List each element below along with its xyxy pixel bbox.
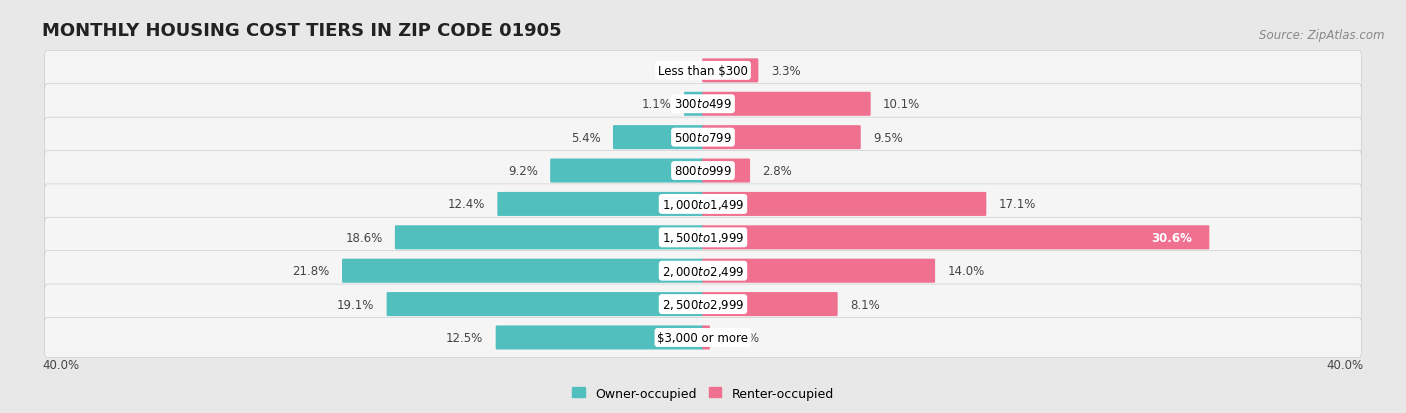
- Text: 19.1%: 19.1%: [337, 298, 374, 311]
- Text: $800 to $999: $800 to $999: [673, 165, 733, 178]
- FancyBboxPatch shape: [45, 218, 1361, 258]
- Text: 1.1%: 1.1%: [641, 98, 672, 111]
- FancyBboxPatch shape: [496, 326, 704, 350]
- FancyBboxPatch shape: [702, 192, 987, 216]
- Text: $1,500 to $1,999: $1,500 to $1,999: [662, 231, 744, 245]
- FancyBboxPatch shape: [702, 93, 870, 116]
- FancyBboxPatch shape: [45, 251, 1361, 291]
- FancyBboxPatch shape: [387, 292, 704, 316]
- FancyBboxPatch shape: [45, 318, 1361, 358]
- Text: 30.6%: 30.6%: [1152, 231, 1192, 244]
- FancyBboxPatch shape: [550, 159, 704, 183]
- Text: Less than $300: Less than $300: [658, 65, 748, 78]
- FancyBboxPatch shape: [702, 159, 749, 183]
- FancyBboxPatch shape: [702, 226, 1209, 250]
- Text: 14.0%: 14.0%: [948, 265, 984, 278]
- FancyBboxPatch shape: [702, 59, 758, 83]
- Text: 12.4%: 12.4%: [447, 198, 485, 211]
- Text: Source: ZipAtlas.com: Source: ZipAtlas.com: [1260, 29, 1385, 42]
- FancyBboxPatch shape: [45, 285, 1361, 324]
- FancyBboxPatch shape: [683, 93, 704, 116]
- Text: 8.1%: 8.1%: [851, 298, 880, 311]
- FancyBboxPatch shape: [45, 51, 1361, 91]
- Text: MONTHLY HOUSING COST TIERS IN ZIP CODE 01905: MONTHLY HOUSING COST TIERS IN ZIP CODE 0…: [42, 22, 562, 40]
- Text: 9.5%: 9.5%: [873, 131, 903, 144]
- FancyBboxPatch shape: [45, 151, 1361, 191]
- FancyBboxPatch shape: [45, 185, 1361, 224]
- FancyBboxPatch shape: [702, 292, 838, 316]
- Text: $2,000 to $2,499: $2,000 to $2,499: [662, 264, 744, 278]
- Text: $1,000 to $1,499: $1,000 to $1,499: [662, 197, 744, 211]
- Text: 9.2%: 9.2%: [508, 165, 537, 178]
- FancyBboxPatch shape: [45, 85, 1361, 124]
- FancyBboxPatch shape: [702, 326, 710, 350]
- Text: 40.0%: 40.0%: [1327, 358, 1364, 371]
- Text: $3,000 or more: $3,000 or more: [658, 331, 748, 344]
- Text: $500 to $799: $500 to $799: [673, 131, 733, 144]
- Text: 2.8%: 2.8%: [762, 165, 792, 178]
- FancyBboxPatch shape: [702, 126, 860, 150]
- Text: 3.3%: 3.3%: [770, 65, 800, 78]
- Text: $2,500 to $2,999: $2,500 to $2,999: [662, 297, 744, 311]
- FancyBboxPatch shape: [395, 226, 704, 250]
- Text: 0.37%: 0.37%: [723, 331, 759, 344]
- Legend: Owner-occupied, Renter-occupied: Owner-occupied, Renter-occupied: [572, 387, 834, 399]
- FancyBboxPatch shape: [702, 259, 935, 283]
- Text: 5.4%: 5.4%: [571, 131, 600, 144]
- FancyBboxPatch shape: [342, 259, 704, 283]
- Text: 18.6%: 18.6%: [346, 231, 382, 244]
- Text: 12.5%: 12.5%: [446, 331, 484, 344]
- Text: 0.0%: 0.0%: [661, 65, 690, 78]
- Text: $300 to $499: $300 to $499: [673, 98, 733, 111]
- Text: 21.8%: 21.8%: [292, 265, 329, 278]
- Text: 40.0%: 40.0%: [42, 358, 79, 371]
- FancyBboxPatch shape: [498, 192, 704, 216]
- Text: 10.1%: 10.1%: [883, 98, 921, 111]
- Text: 17.1%: 17.1%: [998, 198, 1036, 211]
- FancyBboxPatch shape: [613, 126, 704, 150]
- FancyBboxPatch shape: [45, 118, 1361, 158]
